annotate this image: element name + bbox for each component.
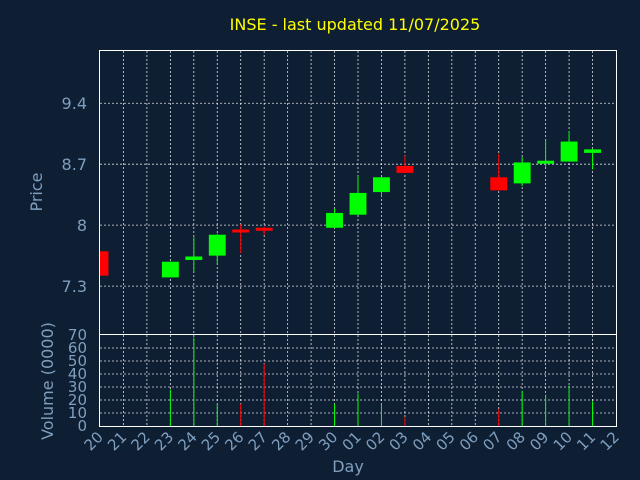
- price-tick-label: 9.4: [62, 94, 87, 113]
- x-tick-labels: 2021222324252627282930010203040506070809…: [81, 428, 623, 454]
- volume-tick-label: 30: [68, 378, 87, 396]
- price-axis-label: Price: [27, 172, 46, 211]
- price-tick-label: 8.7: [62, 155, 87, 174]
- price-tick-label: 7.3: [62, 277, 87, 296]
- candle-body: [208, 234, 226, 256]
- candle-body: [326, 212, 343, 228]
- candle-body: [584, 149, 601, 153]
- volume-tick-label: 20: [68, 391, 87, 409]
- volume-axis-label: Volume (0000): [38, 322, 57, 440]
- volume-panel-frame: [99, 334, 617, 427]
- x-axis-label: Day: [332, 457, 364, 476]
- chart-title: INSE - last updated 11/07/2025: [230, 15, 481, 34]
- price-tick-labels: 7.3 8 8.7 9.4: [62, 94, 87, 296]
- candle-body: [349, 192, 367, 215]
- candle-body: [161, 261, 179, 278]
- volume-tick-label: 50: [68, 352, 87, 370]
- candle-body: [373, 177, 390, 193]
- volume-tick-label: 10: [68, 404, 87, 422]
- candle-body: [513, 162, 531, 184]
- candle-body: [537, 160, 555, 164]
- volume-bars: [169, 337, 594, 426]
- candle-body: [560, 141, 578, 162]
- candle-body: [490, 177, 508, 191]
- volume-tick-label: 60: [68, 339, 87, 357]
- candle-body: [396, 165, 414, 173]
- volume-tick-label: 40: [68, 365, 87, 383]
- volume-tick-label: 70: [68, 326, 87, 344]
- candle-body: [185, 256, 203, 260]
- price-tick-label: 8: [77, 216, 87, 235]
- volume-tick-label: 0: [77, 417, 87, 435]
- candle-body: [232, 229, 250, 233]
- volume-grid: [100, 335, 616, 426]
- candle-body: [255, 227, 273, 231]
- candle-body: [100, 251, 109, 276]
